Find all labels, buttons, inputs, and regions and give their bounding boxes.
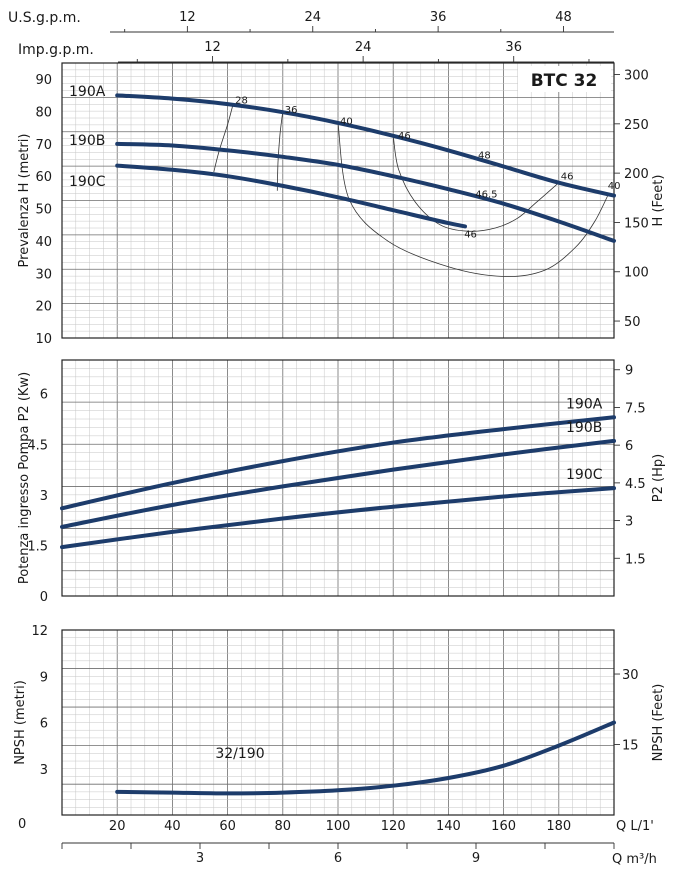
head-y-axis-label: Prevalenza H (metri) [17,134,32,268]
m3h-axis-label: Q m³/h [612,852,657,867]
lmin-tick-label: 100 [326,819,351,834]
npsh-y-tick-label: 3 [40,763,48,778]
usgpm-scale-label: U.S.g.p.m. [8,10,81,26]
efficiency-label: 40 [608,181,621,192]
iso-efficiency-line-36 [276,111,284,191]
lmin-tick-label: 120 [381,819,406,834]
head-curve-190b [115,141,616,243]
m3h-tick-label: 3 [196,851,204,866]
head-y2-tick-label: 300 [624,69,649,84]
head-y-tick-label: 50 [35,203,52,218]
chart-title-box [518,66,611,92]
power-y2-tick-label: 7.5 [625,401,646,416]
power-y-tick-label: 4.5 [27,438,48,453]
impgpm-tick-label: 24 [355,40,372,55]
power-chart: 0 1.5 3 4.5 6 1.5 3 4.5 6 7.5 9 Potenza ingresso Po… [17,359,666,605]
head-y2-tick-label: 200 [624,167,649,182]
usgpm-tick-label: 36 [430,10,447,25]
lmin-tick-label: 60 [219,819,236,834]
efficiency-label: 46 [561,171,574,182]
efficiency-label: 36 [285,105,298,116]
bottom-flow-scales: 0 20 40 60 80 100 120 140 160 180 Q L/1' 3 6 9 Q m³/h [18,817,657,867]
efficiency-label: 46 [464,230,477,241]
npsh-series-label: 32/190 [215,746,264,762]
power-series-label-190b: 190B [566,420,602,436]
impgpm-tick-label: 12 [204,40,221,55]
chart-title: BTC 32 [531,71,598,91]
power-y2-tick-label: 3 [625,515,633,530]
head-curve-190c [115,163,467,229]
npsh-y-tick-label: 6 [40,717,48,732]
impgpm-scale-label: Imp.g.p.m. [18,42,94,58]
npsh-y-axis-label: NPSH (metri) [13,680,28,765]
efficiency-label: 46 [398,131,411,142]
head-y-tick-label: 40 [35,235,52,250]
usgpm-tick-label: 24 [304,10,321,25]
efficiency-label: 28 [235,95,248,106]
head-y2-tick-label: 250 [624,118,649,133]
power-y2-tick-label: 6 [625,439,633,454]
power-y-axis-label: Potenza ingresso Pompa P2 (Kw) [17,372,32,584]
m3h-tick-label: 9 [472,851,480,866]
efficiency-label: 48 [478,150,491,161]
npsh-y-tick-label: 9 [40,670,48,685]
lmin-tick-label: 80 [275,819,292,834]
power-y2-tick-label: 1.5 [625,552,646,567]
lmin-tick-label: 40 [164,819,181,834]
head-y-tick-label: 80 [35,106,52,121]
top-flow-scales: U.S.g.p.m. 12 24 36 48 Imp.g.p.m. 12 24 36 [8,10,614,63]
head-y-tick-label: 70 [35,138,52,153]
npsh-y2-axis-label: NPSH (Feet) [651,684,666,762]
head-y-tick-label: 20 [35,300,52,315]
power-frame [61,359,615,597]
origin-zero-label: 0 [18,817,26,832]
m3h-tick-label: 6 [334,851,342,866]
efficiency-label: 46.5 [475,189,497,200]
power-y2-tick-label: 9 [625,364,633,379]
iso-efficiency-line-40 [337,122,609,277]
power-y-tick-label: 0 [40,590,48,605]
npsh-curve [115,720,616,796]
npsh-y-tick-label: 12 [31,624,48,639]
npsh-chart: 3 6 9 12 15 30 NPSH (metri) NPSH (Feet) 32/190 [13,624,666,816]
lmin-axis-label: Q L/1' [616,819,654,834]
npsh-y2-tick-label: 30 [622,668,639,683]
usgpm-tick-label: 48 [555,10,572,25]
head-y-tick-label: 60 [35,170,52,185]
head-series-label-190b: 190B [69,133,105,149]
usgpm-tick-label: 12 [179,10,196,25]
power-curve-190b [60,438,616,529]
power-curve-190a [60,415,616,511]
lmin-tick-label: 180 [546,819,571,834]
lmin-tick-label: 160 [491,819,516,834]
head-y-tick-label: 90 [35,73,52,88]
head-series-label-190c: 190C [69,174,106,190]
power-y-tick-label: 3 [40,489,48,504]
impgpm-tick-label: 36 [505,40,522,55]
efficiency-label: 40 [340,116,353,127]
lmin-tick-label: 20 [109,819,126,834]
power-y-tick-label: 1.5 [27,539,48,554]
lmin-tick-label: 140 [436,819,461,834]
head-y-tick-label: 10 [35,332,52,347]
iso-efficiency-line-28 [213,103,234,173]
power-series-label-190a: 190A [566,396,603,412]
npsh-y2-tick-label: 15 [622,739,639,754]
head-y2-tick-label: 150 [624,216,649,231]
head-frame [61,62,615,339]
head-series-label-190a: 190A [69,84,106,100]
power-y2-axis-label: P2 (Hp) [651,454,666,502]
power-series-label-190c: 190C [566,467,603,483]
power-curve-190c [60,486,616,550]
power-y-tick-label: 6 [40,388,48,403]
head-y2-tick-label: 100 [624,266,649,281]
head-y2-tick-label: 50 [624,315,641,330]
head-chart: 10 20 30 40 50 60 70 80 90 50 100 150 200 250 300 Preva… [17,62,666,347]
head-y2-axis-label: H (Feet) [651,175,666,227]
head-y-tick-label: 30 [35,267,52,282]
head-curve-190a [115,93,616,198]
power-y2-tick-label: 4.5 [625,477,646,492]
